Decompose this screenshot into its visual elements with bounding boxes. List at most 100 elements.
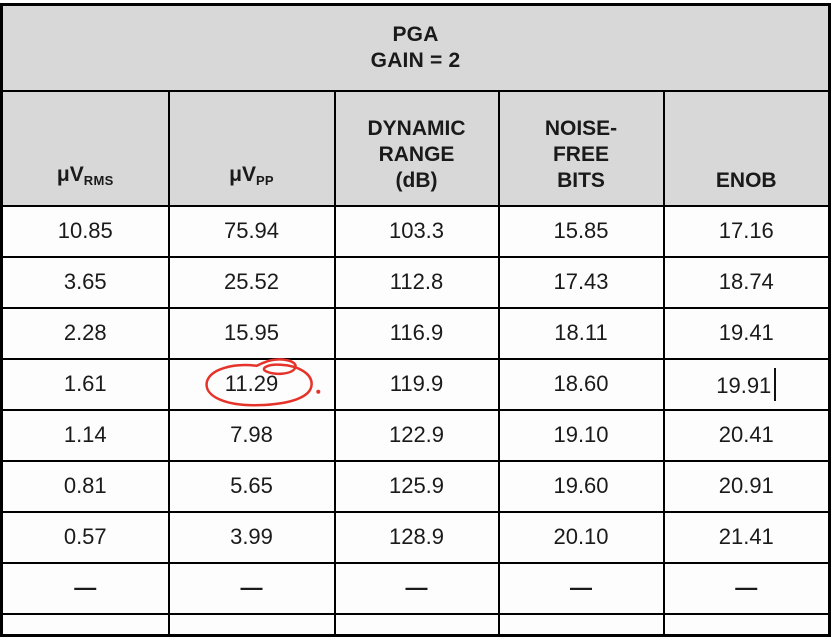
cell: 5.65 (167, 459, 336, 513)
table-row: 0.57 3.99 128.9 20.10 21.41 (0, 510, 831, 564)
cell: — (497, 561, 665, 615)
cell-value: 18.74 (718, 269, 774, 294)
cell-value: 18.11 (554, 320, 608, 345)
table-body: 10.85 75.94 103.3 15.85 17.16 3.65 25.52 112.8 1… (0, 204, 831, 637)
cell: 0.81 (0, 459, 170, 513)
cell: 18.74 (662, 255, 831, 309)
cell: 17.16 (662, 204, 831, 258)
table-title-row: PGA GAIN = 2 (0, 3, 831, 92)
cell-value: 18.60 (553, 371, 609, 396)
cell: 18.11 (497, 306, 665, 360)
cell: 125.9 (333, 459, 500, 513)
cell (167, 612, 336, 637)
cell: 25.52 (167, 255, 336, 309)
cell-value: 128.9 (388, 524, 445, 549)
cell-value: — (74, 575, 97, 600)
cell-value: 25.52 (223, 269, 280, 294)
column-header-uvrms-subscript: RMS (83, 172, 114, 188)
table-title-line1: PGA (392, 22, 439, 46)
cell-value: 20.91 (718, 473, 774, 498)
cell: 11.29 (167, 357, 336, 411)
cell-value: 19.91 (716, 372, 772, 398)
column-header-uvpp-label: μV (229, 162, 256, 186)
cell: — (167, 561, 336, 615)
cell: 0.57 (0, 510, 170, 564)
column-header-noise-free-bits: NOISE- FREE BITS (497, 89, 665, 207)
document-page: PGA GAIN = 2 μVRMS μVPP DYNAMIC RANGE (d… (0, 3, 832, 637)
table-row: 1.61 11.29 119.9 18.60 19.91 (0, 357, 831, 411)
cell-value: 116.9 (389, 320, 444, 345)
table-title: PGA GAIN = 2 (0, 3, 831, 92)
table-row: 10.85 75.94 103.3 15.85 17.16 (0, 204, 831, 258)
cell-value: — (240, 575, 263, 600)
cell: 3.99 (167, 510, 336, 564)
cell-value: 3.65 (63, 269, 107, 294)
table-row: 0.81 5.65 125.9 19.60 20.91 (0, 459, 831, 513)
cell-value: 119.9 (389, 371, 444, 396)
cell-value: — (735, 575, 758, 600)
cell: 20.41 (662, 408, 831, 462)
cell-value: 1.61 (63, 371, 107, 396)
table-title-line2: GAIN = 2 (370, 48, 461, 72)
cell: 116.9 (333, 306, 500, 360)
table-row: 3.65 25.52 112.8 17.43 18.74 (0, 255, 831, 309)
text-cursor (774, 367, 777, 401)
cell-value: 21.41 (718, 524, 774, 549)
column-headers-row: μVRMS μVPP DYNAMIC RANGE (dB) NOISE- FRE… (0, 89, 831, 207)
cell-value: 15.95 (223, 320, 280, 345)
table-row: 2.28 15.95 116.9 18.11 19.41 (0, 306, 831, 360)
cell: 18.60 (497, 357, 665, 411)
cell: — (662, 561, 831, 615)
cell-value: 20.41 (718, 422, 774, 447)
cell: 20.91 (662, 459, 831, 513)
cell: 2.28 (0, 306, 170, 360)
cell: 10.85 (0, 204, 170, 258)
cell-value: 5.65 (230, 473, 273, 498)
cell-value: 15.85 (553, 218, 609, 243)
cell-value: 1.14 (63, 422, 107, 447)
column-header-enob-label: ENOB (715, 168, 777, 192)
cell-value: 122.9 (388, 422, 445, 447)
cell-value: 3.99 (230, 524, 273, 549)
cell: 19.91 (662, 357, 831, 411)
cell (333, 612, 500, 637)
cell: 15.85 (497, 204, 665, 258)
cell: 17.43 (497, 255, 665, 309)
cell-value: 2.28 (63, 320, 107, 345)
table-row-partial (0, 612, 831, 637)
column-header-noise-free-bits-label: NOISE- FREE BITS (544, 116, 618, 192)
column-header-uvpp-subscript: PP (255, 172, 274, 188)
cell: 19.41 (662, 306, 831, 360)
cell (662, 612, 831, 637)
cell: 112.8 (333, 255, 500, 309)
cell: 1.61 (0, 357, 170, 411)
cell-value: 11.29 (224, 371, 279, 396)
pga-gain2-table[interactable]: PGA GAIN = 2 μVRMS μVPP DYNAMIC RANGE (d… (0, 3, 832, 637)
red-dot-annotation (315, 389, 320, 394)
cell-value: 0.57 (63, 524, 107, 549)
cell: 119.9 (333, 357, 500, 411)
cell-value: 125.9 (388, 473, 445, 498)
cell: 1.14 (0, 408, 170, 462)
cell: 21.41 (662, 510, 831, 564)
column-header-enob: ENOB (662, 89, 831, 207)
cell (497, 612, 665, 637)
cell: 20.10 (497, 510, 665, 564)
cell-value: 112.8 (389, 269, 444, 294)
column-header-dynamic-range-label: DYNAMIC RANGE (dB) (367, 116, 466, 192)
cell: 103.3 (333, 204, 500, 258)
cell-value: — (405, 575, 428, 600)
cell-value: 20.10 (553, 524, 609, 549)
cell-value: — (570, 575, 592, 600)
cell-value: 7.98 (230, 422, 273, 447)
cell-value: 10.85 (57, 218, 113, 243)
cell: — (333, 561, 500, 615)
cell-value: 19.60 (553, 473, 609, 498)
table-row: — — — — — (0, 561, 831, 615)
cell: 3.65 (0, 255, 170, 309)
cell-value: 103.3 (388, 218, 445, 243)
cell: 128.9 (333, 510, 500, 564)
cell-value: 0.81 (63, 473, 107, 498)
cell: 19.10 (497, 408, 665, 462)
cell-value: 75.94 (223, 218, 280, 243)
